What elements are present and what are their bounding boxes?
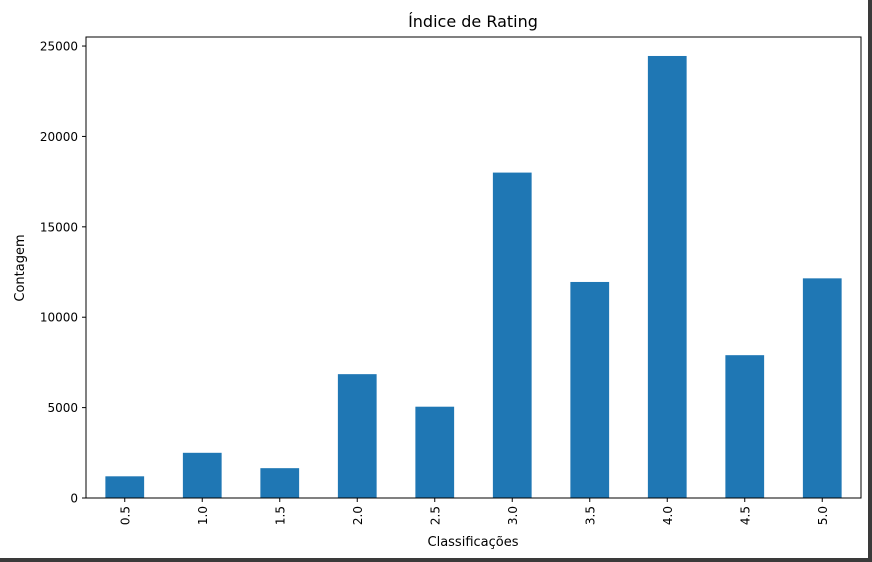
x-tick-label: 2.5 [428,506,442,525]
x-axis-label: Classificações [428,535,519,550]
bar-4.5 [725,355,765,498]
y-tick-label: 15000 [40,220,78,234]
x-tick-label: 0.5 [118,506,132,525]
x-tick-label: 1.0 [196,506,210,525]
bars-group [105,55,842,498]
plot-area-frame [85,36,862,499]
bar-0.5 [105,476,145,498]
bar-3.0 [492,172,532,498]
chart-title: Índice de Rating [408,12,538,31]
x-tick-label: 3.5 [583,506,597,525]
y-axis-label: Contagem [13,234,28,301]
x-tick-label: 4.5 [738,506,752,525]
x-tick-label: 2.0 [351,506,365,525]
x-tick-label: 4.0 [661,506,675,525]
y-tick-label: 0 [70,492,78,506]
y-tick-label: 20000 [40,130,78,144]
x-axis-ticks: 0.5 1.0 1.5 2.0 2.5 3.0 3.5 4.0 4.5 5.0 [118,498,830,525]
x-tick-label: 3.0 [506,506,520,525]
y-tick-label: 5000 [47,401,78,415]
bar-2.0 [337,374,377,498]
x-tick-label: 1.5 [273,506,287,525]
bar-5.0 [802,278,842,498]
y-tick-label: 25000 [40,40,78,54]
bar-1.0 [182,452,222,498]
y-tick-label: 10000 [40,311,78,325]
bar-2.5 [415,406,455,498]
bar-3.5 [570,281,610,498]
x-tick-label: 5.0 [816,506,830,525]
y-axis-ticks: 0 5000 10000 15000 20000 25000 [40,40,86,506]
bar-4.0 [647,55,687,498]
bar-1.5 [260,468,300,498]
